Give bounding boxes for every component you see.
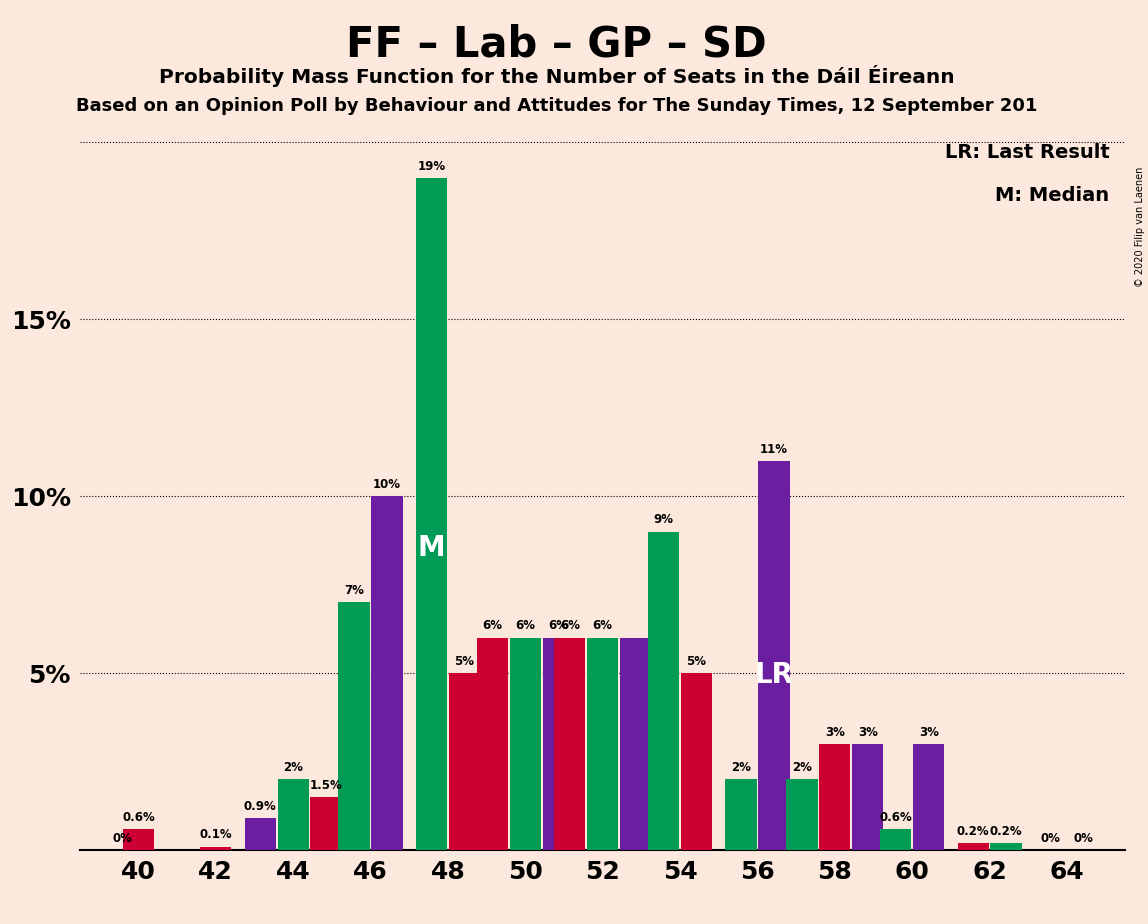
Text: 11%: 11% <box>760 443 788 456</box>
Text: 0.2%: 0.2% <box>957 825 990 838</box>
Bar <box>416 177 447 850</box>
Bar <box>245 819 276 850</box>
Bar <box>587 638 619 850</box>
Bar <box>310 797 342 850</box>
Text: 9%: 9% <box>653 514 674 527</box>
Bar <box>543 638 574 850</box>
Text: 6%: 6% <box>560 619 580 633</box>
Text: 5%: 5% <box>455 655 474 668</box>
Text: 6%: 6% <box>592 619 613 633</box>
Text: 0%: 0% <box>1073 832 1093 845</box>
Text: 1.5%: 1.5% <box>310 779 342 792</box>
Text: 0.1%: 0.1% <box>200 828 232 841</box>
Bar <box>278 779 309 850</box>
Text: 0.9%: 0.9% <box>243 800 277 813</box>
Bar <box>123 829 154 850</box>
Bar <box>881 829 912 850</box>
Text: 6%: 6% <box>549 619 568 633</box>
Text: 0%: 0% <box>113 832 132 845</box>
Text: 0.6%: 0.6% <box>879 810 913 823</box>
Bar <box>510 638 541 850</box>
Bar <box>852 744 883 850</box>
Bar <box>786 779 817 850</box>
Text: Based on an Opinion Poll by Behaviour and Attitudes for The Sunday Times, 12 Sep: Based on an Opinion Poll by Behaviour an… <box>76 97 1038 115</box>
Text: 10%: 10% <box>373 478 401 491</box>
Text: 3%: 3% <box>858 725 878 738</box>
Text: 6%: 6% <box>515 619 535 633</box>
Text: 5%: 5% <box>687 655 706 668</box>
Text: 19%: 19% <box>418 160 445 173</box>
Text: FF – Lab – GP – SD: FF – Lab – GP – SD <box>347 23 767 65</box>
Bar <box>681 674 712 850</box>
Bar <box>647 531 680 850</box>
Bar <box>913 744 945 850</box>
Text: 7%: 7% <box>344 584 364 597</box>
Bar <box>991 843 1022 850</box>
Text: 2%: 2% <box>284 761 303 774</box>
Bar <box>200 846 232 850</box>
Text: © 2020 Filip van Laenen: © 2020 Filip van Laenen <box>1135 166 1145 286</box>
Text: LR: LR <box>754 661 793 689</box>
Bar <box>449 674 480 850</box>
Text: 2%: 2% <box>731 761 751 774</box>
Text: 3%: 3% <box>918 725 939 738</box>
Text: M: Median: M: Median <box>995 187 1109 205</box>
Bar <box>371 496 403 850</box>
Text: 2%: 2% <box>792 761 812 774</box>
Text: M: M <box>418 533 445 562</box>
Bar <box>957 843 988 850</box>
Text: LR: Last Result: LR: Last Result <box>945 143 1109 162</box>
Bar <box>620 638 651 850</box>
Bar <box>339 602 370 850</box>
Bar <box>726 779 757 850</box>
Text: 3%: 3% <box>825 725 845 738</box>
Text: Probability Mass Function for the Number of Seats in the Dáil Éireann: Probability Mass Function for the Number… <box>158 65 955 87</box>
Bar <box>820 744 851 850</box>
Bar <box>476 638 509 850</box>
Text: 0.2%: 0.2% <box>990 825 1023 838</box>
Bar <box>554 638 585 850</box>
Text: 0%: 0% <box>1040 832 1061 845</box>
Text: 6%: 6% <box>482 619 503 633</box>
Text: 0.6%: 0.6% <box>122 810 155 823</box>
Bar <box>759 461 790 850</box>
